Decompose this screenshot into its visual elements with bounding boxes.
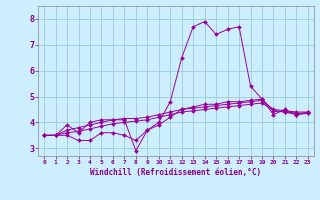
X-axis label: Windchill (Refroidissement éolien,°C): Windchill (Refroidissement éolien,°C)	[91, 168, 261, 177]
